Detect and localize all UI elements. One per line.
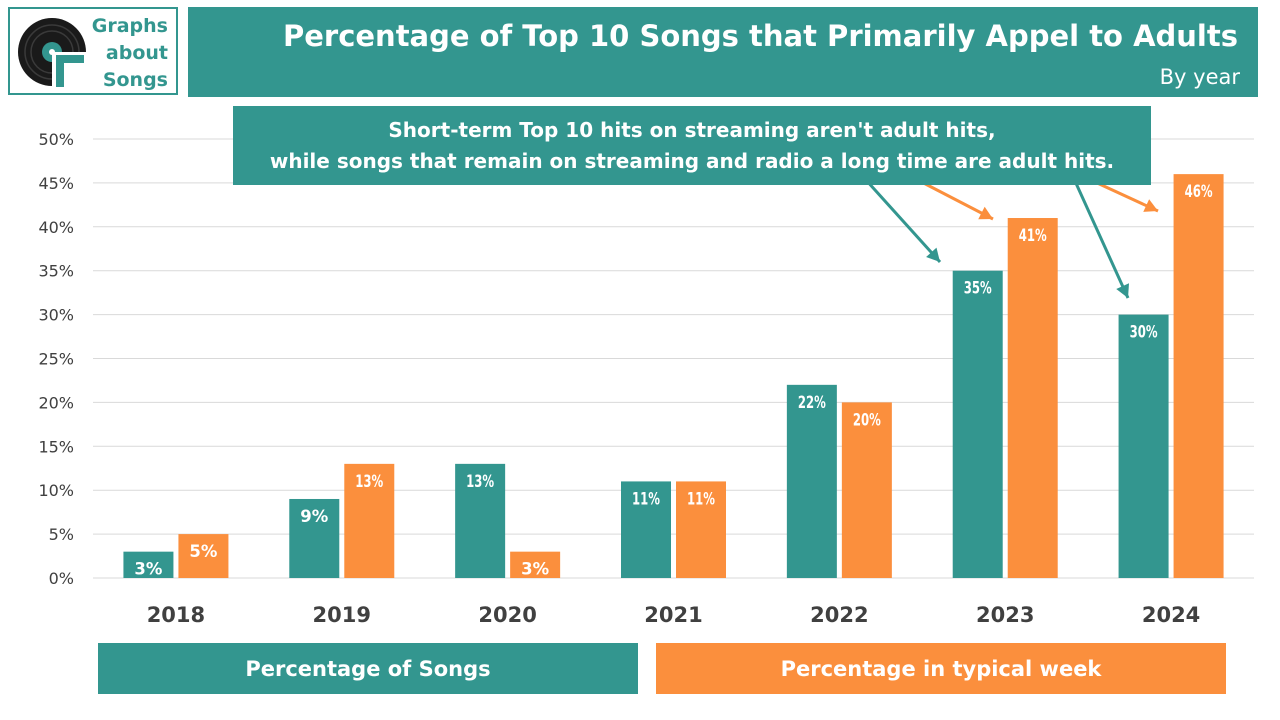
data-label: 20%	[853, 410, 881, 430]
bar-songs	[289, 498, 340, 578]
data-label: 46%	[1185, 182, 1213, 202]
y-tick-label: 0%	[49, 569, 74, 588]
logo-line: Songs	[102, 69, 168, 91]
y-tick-label: 10%	[38, 481, 74, 500]
annotation-arrowhead	[1143, 199, 1158, 212]
x-tick-label: 2018	[147, 603, 205, 627]
data-label: 13%	[466, 472, 494, 492]
data-label: 22%	[798, 393, 826, 413]
x-tick-label: 2021	[644, 603, 702, 627]
annotation-arrowhead	[926, 247, 940, 262]
bar-typical-week	[841, 402, 892, 578]
y-tick-label: 25%	[38, 350, 74, 369]
annotation-arrow-line	[864, 178, 942, 264]
logo: Graphs about Songs	[8, 7, 178, 95]
callout-line: Short-term Top 10 hits on streaming aren…	[388, 118, 996, 142]
y-tick-label: 45%	[38, 174, 74, 193]
annotation-arrowhead	[978, 206, 993, 220]
data-label: 13%	[355, 472, 383, 492]
x-tick-label: 2024	[1142, 603, 1200, 627]
annotation-callout: Short-term Top 10 hits on streaming aren…	[233, 106, 1151, 185]
bar-typical-week	[1007, 218, 1058, 578]
bar-songs	[1118, 314, 1169, 578]
logo-line: about	[105, 42, 168, 64]
legend-percentage-of-songs: Percentage of Songs	[98, 643, 638, 694]
x-tick-label: 2023	[976, 603, 1034, 627]
bar-songs	[952, 270, 1003, 578]
data-label: 11%	[687, 489, 715, 509]
x-tick-label: 2020	[478, 603, 536, 627]
annotation-arrowhead	[1116, 283, 1130, 298]
bar-typical-week	[344, 463, 395, 578]
data-label: 30%	[1130, 323, 1158, 343]
bar-typical-week	[510, 551, 561, 578]
data-label: 11%	[632, 489, 660, 509]
bar-songs	[123, 551, 174, 578]
data-label: 5%	[189, 542, 217, 562]
logo-text: Graphs about Songs	[92, 13, 168, 94]
data-label: 3%	[521, 560, 549, 580]
y-tick-label: 15%	[38, 437, 74, 456]
bar-typical-week	[178, 534, 229, 578]
bar-typical-week	[1173, 174, 1224, 578]
y-tick-label: 30%	[38, 306, 74, 325]
data-label: 41%	[1019, 226, 1047, 246]
y-tick-label: 20%	[38, 393, 74, 412]
bar-songs	[455, 463, 506, 578]
x-tick-label: 2022	[810, 603, 868, 627]
chart-subtitle: By year	[1159, 65, 1240, 89]
y-tick-label: 35%	[38, 262, 74, 281]
callout-line: while songs that remain on streaming and…	[269, 149, 1115, 173]
data-label: 3%	[134, 560, 162, 580]
data-label: 9%	[300, 507, 328, 527]
annotation-arrow-line	[1068, 169, 1130, 299]
bar-songs	[786, 384, 837, 578]
title-bar: Percentage of Top 10 Songs that Primaril…	[188, 7, 1258, 97]
x-tick-label: 2019	[313, 603, 371, 627]
y-tick-label: 5%	[49, 525, 74, 544]
bar-typical-week	[676, 481, 726, 578]
legend-percentage-in-typical-week: Percentage in typical week	[656, 643, 1226, 694]
vinyl-record-icon	[18, 18, 90, 89]
logo-line: Graphs	[91, 15, 168, 37]
data-label: 35%	[964, 279, 992, 299]
chart-title: Percentage of Top 10 Songs that Primaril…	[282, 19, 1238, 53]
y-tick-label: 50%	[38, 130, 74, 149]
y-tick-label: 40%	[38, 218, 74, 237]
bar-songs	[621, 481, 671, 578]
